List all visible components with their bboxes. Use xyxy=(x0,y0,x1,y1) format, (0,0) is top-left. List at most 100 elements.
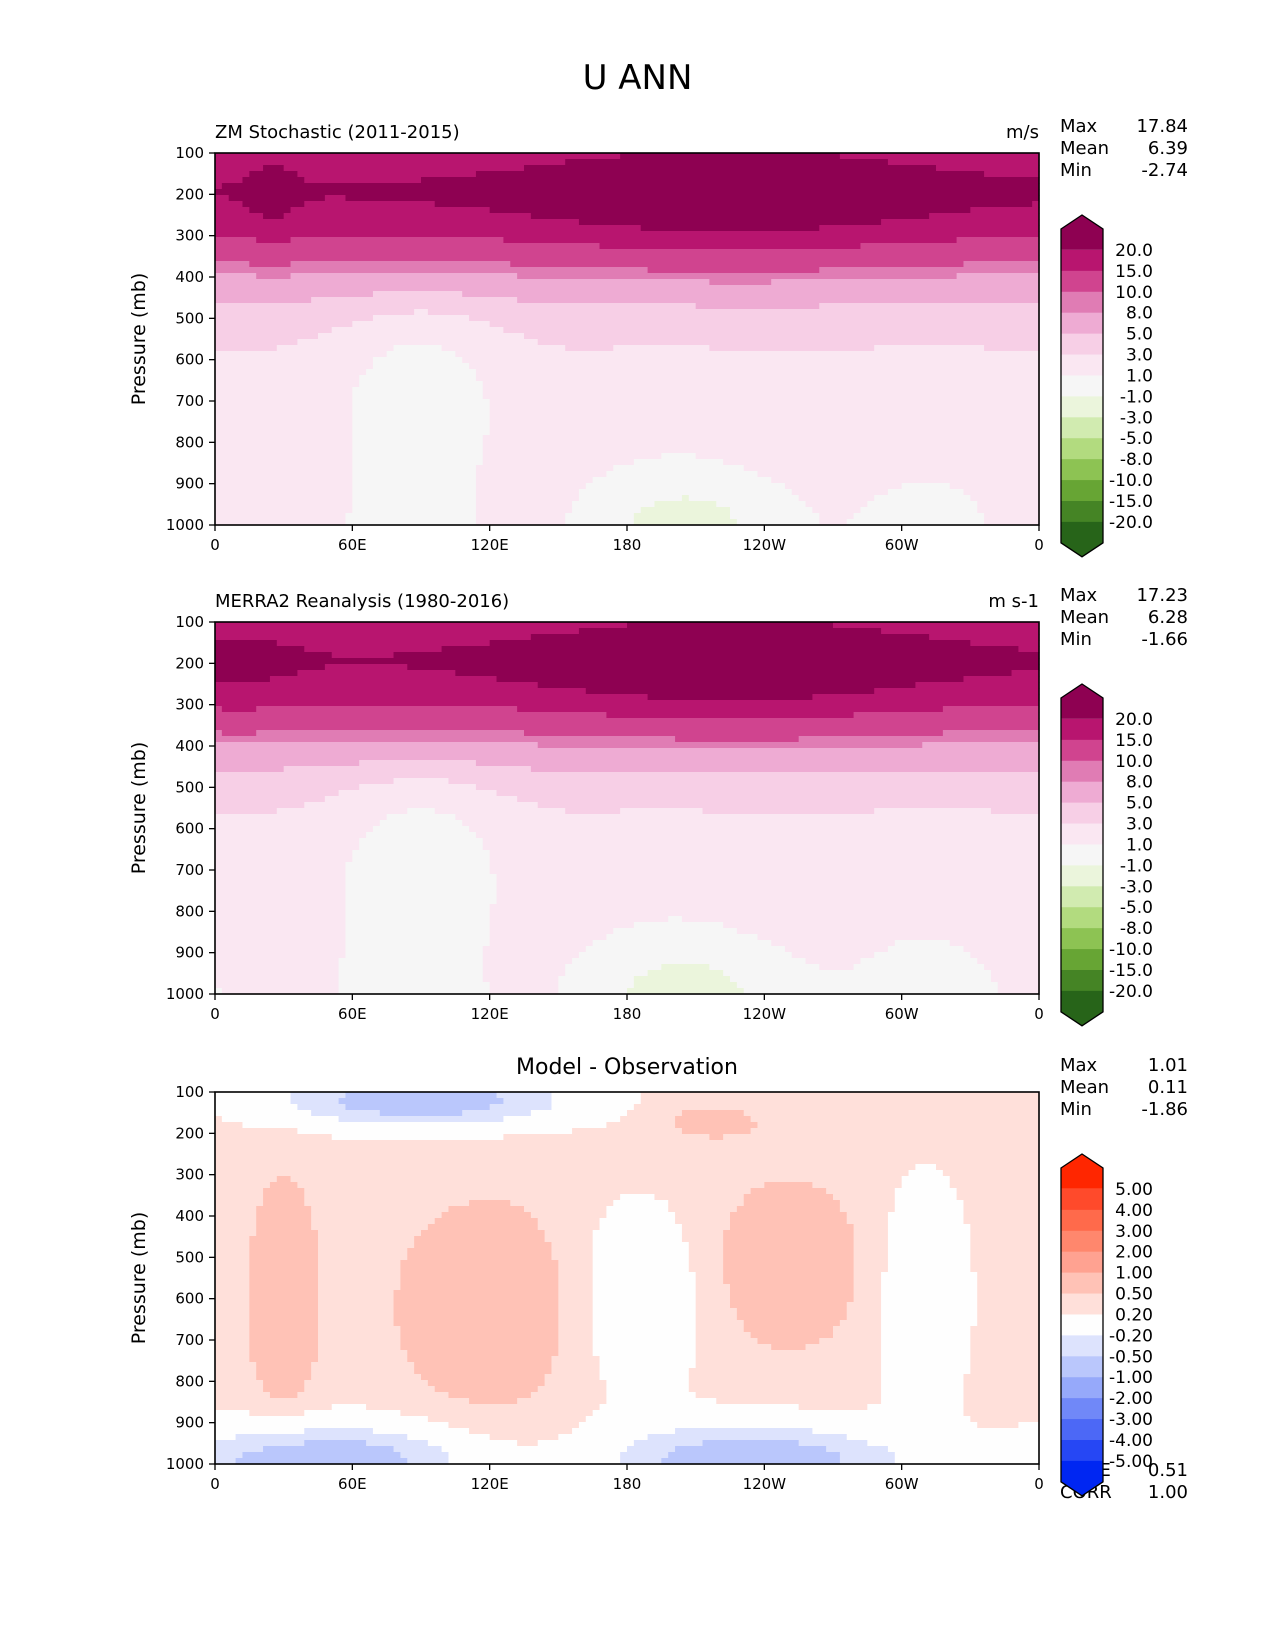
contour-band-cell xyxy=(709,964,820,971)
contour-band-cell xyxy=(558,1260,594,1267)
contour-band-cell xyxy=(352,459,484,466)
stat-value: -1.66 xyxy=(1141,629,1188,650)
contour-band-cell xyxy=(215,255,1040,262)
contour-band-cell xyxy=(551,1356,601,1363)
stat-value: 17.23 xyxy=(1136,585,1188,606)
contour-band-cell xyxy=(290,261,511,268)
contour-band-cell xyxy=(881,1314,978,1321)
contour-band-cell xyxy=(489,411,1040,418)
contour-band-cell xyxy=(482,976,559,983)
contour-band-cell xyxy=(407,664,1040,671)
stat-label: Mean xyxy=(1060,1077,1110,1098)
contour-band-cell xyxy=(352,501,477,508)
y-tick-label: 100 xyxy=(175,613,204,631)
contour-band-cell xyxy=(297,339,539,346)
stat-label: Max xyxy=(1060,116,1098,137)
contour-band-cell xyxy=(942,730,1040,737)
contour-band-cell xyxy=(318,1356,408,1363)
contour-band-cell xyxy=(723,1272,855,1279)
contour-band-cell xyxy=(730,1296,855,1303)
contour-band-cell xyxy=(242,1452,401,1459)
contour-band-cell xyxy=(221,183,1040,190)
contour-band-cell xyxy=(510,261,965,268)
contour-band-cell xyxy=(276,1176,292,1183)
contour-band-cell xyxy=(345,880,498,887)
colorbar-tick-label: -3.0 xyxy=(1120,408,1153,428)
x-tick-label: 60E xyxy=(338,1475,367,1493)
colorbar-band xyxy=(1061,1230,1103,1253)
colorbar-band xyxy=(1061,907,1103,929)
stat-mean: Mean 6.28 xyxy=(1060,607,1188,629)
contour-band-cell xyxy=(269,1182,298,1189)
contour-band-cell xyxy=(324,195,347,202)
contour-band-cell xyxy=(215,1368,257,1375)
contour-band-cell xyxy=(750,1128,1040,1135)
contour-band-cell xyxy=(462,291,1040,298)
contour-band-cell xyxy=(475,477,594,484)
contour-band-cell xyxy=(482,838,1040,845)
contour-band-cell xyxy=(970,1338,1040,1345)
contour-band-cell xyxy=(695,1338,759,1345)
contour-band-cell xyxy=(688,1368,882,1375)
contour-band-cell xyxy=(750,1188,827,1195)
colorbar: 20.015.010.08.05.03.01.0-1.0-3.0-5.0-8.0… xyxy=(1060,683,1153,1027)
contour-band-cell xyxy=(894,1458,1040,1465)
contour-band-cell xyxy=(215,495,353,502)
contour-band-cell xyxy=(475,519,566,526)
contour-band-cell xyxy=(730,1212,848,1219)
x-tick-label: 0 xyxy=(210,1475,220,1493)
contour-band-cell xyxy=(771,279,1040,286)
colorbar-tick-label: 10.0 xyxy=(1115,752,1153,772)
contour-band-cell xyxy=(551,1242,594,1249)
contour-band-cell xyxy=(256,730,525,737)
contour-band-cell xyxy=(318,1344,401,1351)
contour-band-cell xyxy=(846,1218,889,1225)
contour-band-cell xyxy=(345,898,498,905)
contour-band-cell xyxy=(970,1356,1040,1363)
contour-band-cell xyxy=(249,1272,319,1279)
contour-band-cell xyxy=(256,1362,312,1369)
contour-band-cell xyxy=(963,1410,1040,1417)
contour-band-cell xyxy=(345,934,491,941)
y-tick-label: 100 xyxy=(175,1083,204,1101)
contour-band-cell xyxy=(475,495,580,502)
contour-band-cell xyxy=(730,976,992,983)
contour-band-cell xyxy=(867,1404,965,1411)
contour-band-cell xyxy=(990,970,1040,977)
contour-band-cell xyxy=(448,1458,621,1465)
contour-band-cell xyxy=(578,489,793,496)
contour-band-cell xyxy=(517,706,944,713)
contour-band-cell xyxy=(345,904,491,911)
contour-band-cell xyxy=(881,1290,978,1297)
contour-band-cell xyxy=(723,970,992,977)
contour-band-cell xyxy=(990,808,1040,815)
contour-band-cell xyxy=(743,1110,1040,1117)
contour-band-cell xyxy=(496,874,1040,881)
contour-band-cell xyxy=(936,1164,1040,1171)
contour-band-cell xyxy=(517,796,1040,803)
contour-band-cell xyxy=(434,201,1033,208)
contour-band-cell xyxy=(695,303,820,310)
contour-band-cell xyxy=(881,1344,971,1351)
contour-band-cell xyxy=(407,1458,450,1465)
contour-band-cell xyxy=(263,1380,305,1387)
colorbar-band xyxy=(1061,760,1103,783)
contour-band-cell xyxy=(826,1446,889,1453)
colorbar-extend-max xyxy=(1061,1154,1103,1189)
contour-band-cell xyxy=(956,237,1040,244)
contour-band-cell xyxy=(633,513,731,520)
colorbar-tick-label: 5.00 xyxy=(1115,1180,1153,1200)
y-tick-label: 1000 xyxy=(166,1455,204,1473)
contour-band-cell xyxy=(489,429,1040,436)
contour-band-cell xyxy=(578,952,793,959)
contour-band-cell xyxy=(647,970,724,977)
contour-band-cell xyxy=(215,201,244,208)
contour-band-cell xyxy=(215,243,601,250)
contour-band-cell xyxy=(805,1344,882,1351)
contour-band-cell xyxy=(558,1344,594,1351)
x-tick-label: 120E xyxy=(471,1005,509,1023)
contour-band-cell xyxy=(970,1344,1040,1351)
contour-band-cell xyxy=(853,1266,889,1273)
contour-band-cell xyxy=(510,1200,614,1207)
contour-band-cell xyxy=(592,1296,697,1303)
